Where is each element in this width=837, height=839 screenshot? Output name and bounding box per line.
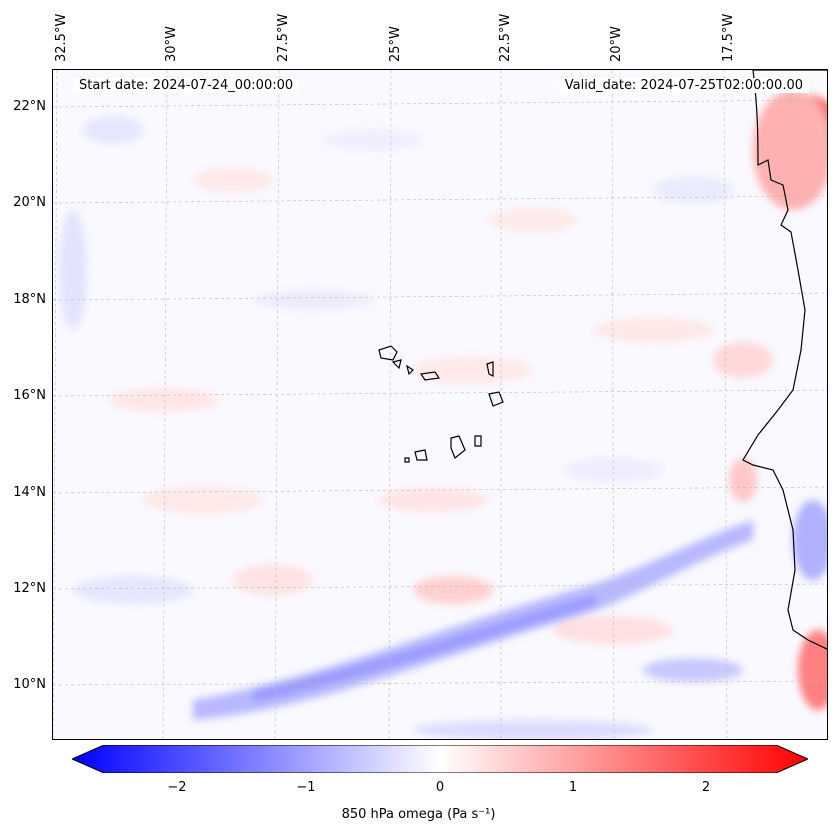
lat-label-16n: 16°N [13, 388, 46, 403]
colorbar-tick-neg2: −2 [167, 780, 187, 795]
colorbar-label: 850 hPa omega (Pa s⁻¹) [341, 807, 496, 822]
lat-label-12n: 12°N [13, 581, 46, 596]
valid-date-label: Valid_date: 2024-07-25T02:00:00.00 [558, 78, 809, 93]
colorbar-tick-0: 0 [435, 780, 445, 795]
lat-label-18n: 18°N [13, 292, 46, 307]
lat-label-14n: 14°N [13, 485, 46, 500]
cape-verde-islands [378, 345, 504, 463]
lon-label-27-5w: 27.5°W [276, 13, 291, 62]
lon-label-17-5w: 17.5°W [721, 13, 736, 62]
colorbar-tick-2: 2 [701, 780, 711, 795]
colorbar-tick-1: 1 [568, 780, 578, 795]
lon-label-30w: 30°W [164, 26, 179, 62]
africa-coastline [742, 70, 827, 650]
lon-label-22-5w: 22.5°W [498, 13, 513, 62]
colorbar-tick-neg1: −1 [296, 780, 316, 795]
lat-label-20n: 20°N [13, 195, 46, 210]
lon-label-32-5w: 32.5°W [54, 13, 69, 62]
omega-field [53, 70, 827, 739]
lon-label-20w: 20°W [609, 26, 624, 62]
lat-label-22n: 22°N [13, 99, 46, 114]
graticule [53, 70, 827, 739]
colorbar [72, 745, 808, 773]
start-date-label: Start date: 2024-07-24_00:00:00 [73, 78, 300, 93]
lat-label-10n: 10°N [13, 677, 46, 692]
lon-label-25w: 25°W [388, 26, 403, 62]
map-panel[interactable] [52, 69, 828, 740]
